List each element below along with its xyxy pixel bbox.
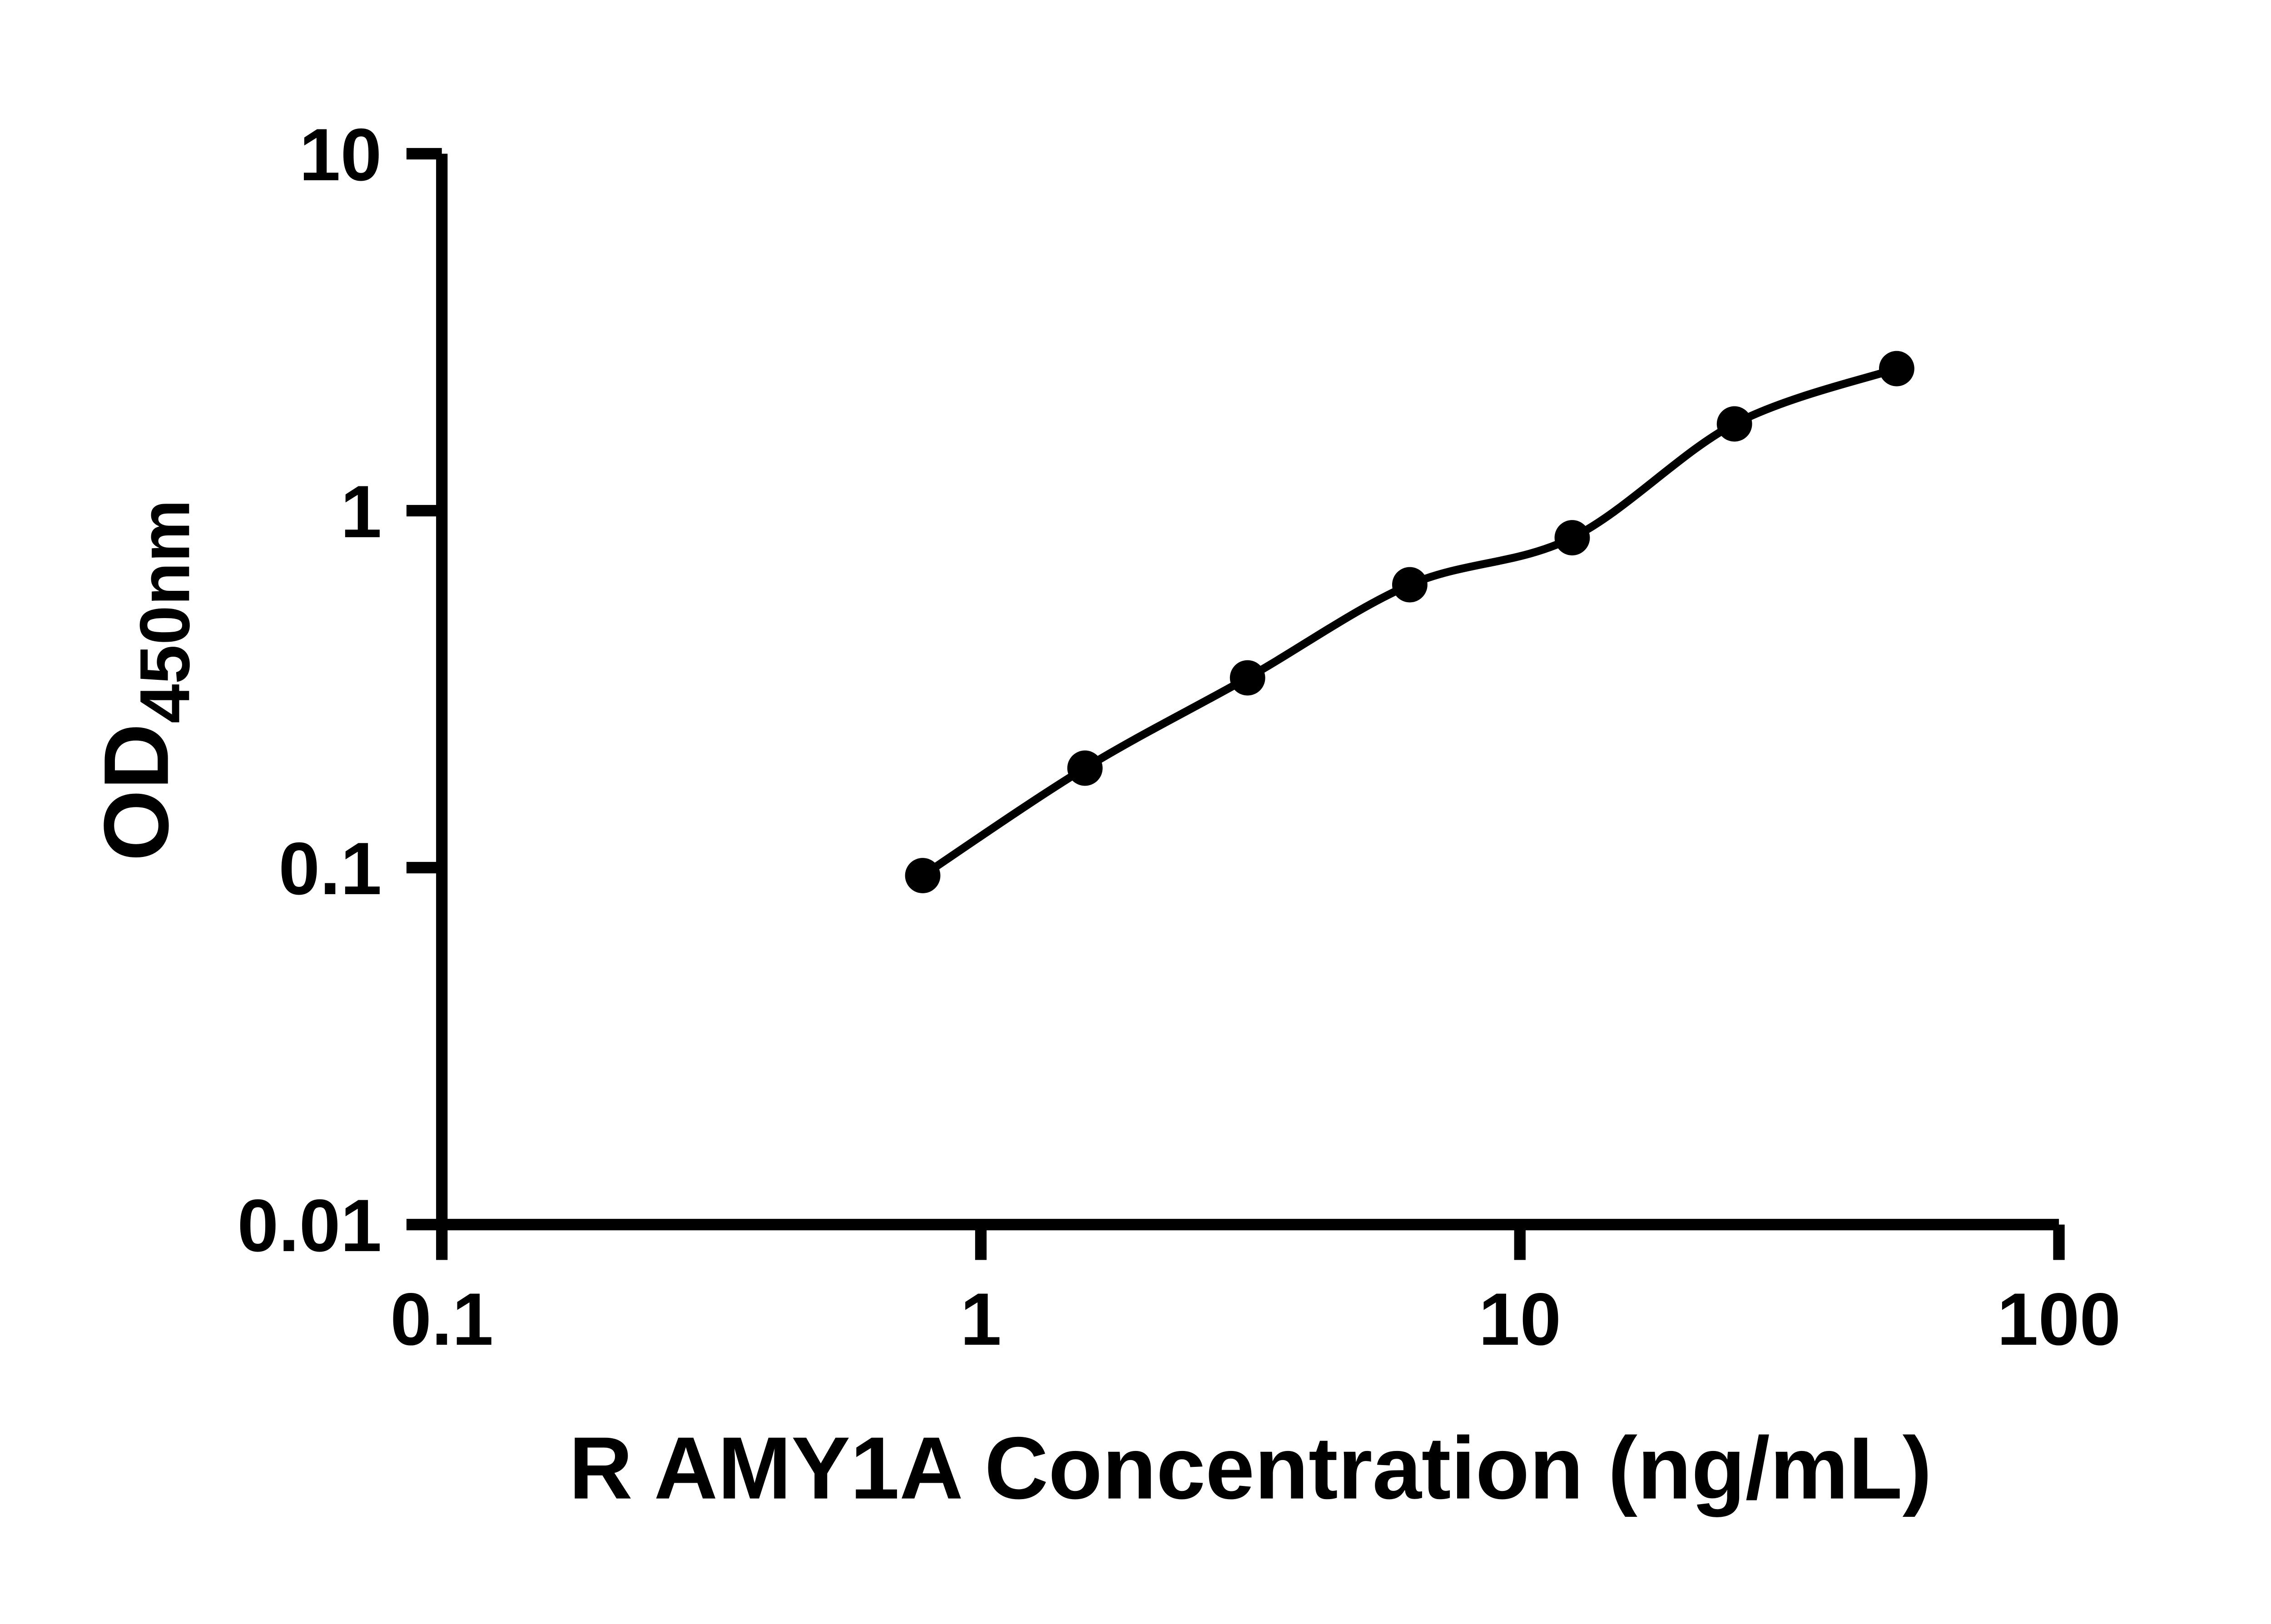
x-tick-label: 10	[1478, 1277, 1561, 1361]
y-tick-label: 0.01	[237, 1184, 382, 1267]
data-point	[1879, 351, 1914, 386]
x-tick-label: 1	[960, 1277, 1002, 1361]
y-axis-title: OD450nm	[85, 500, 204, 862]
data-point	[1554, 520, 1590, 555]
y-axis-title-subscript: 450nm	[125, 500, 204, 723]
y-tick-label: 1	[341, 470, 382, 553]
data-point	[1392, 567, 1428, 603]
x-tick-label: 100	[1997, 1277, 2121, 1361]
x-tick-label: 0.1	[390, 1277, 493, 1361]
y-tick-label: 10	[299, 113, 382, 196]
data-point	[1067, 750, 1103, 786]
x-axis-title: R AMY1A Concentration (ng/mL)	[569, 1419, 1932, 1518]
fit-curve	[920, 365, 1898, 879]
standard-curve-chart: 0.1 1 10 100 0.01 0.1 1 10 R AMY1A Concentration…	[84, 113, 2121, 1518]
data-point	[1716, 406, 1752, 442]
data-point	[1230, 660, 1265, 696]
y-axis-title-main: OD	[85, 723, 188, 861]
y-tick-label: 0.1	[278, 827, 382, 910]
data-point	[905, 858, 941, 893]
